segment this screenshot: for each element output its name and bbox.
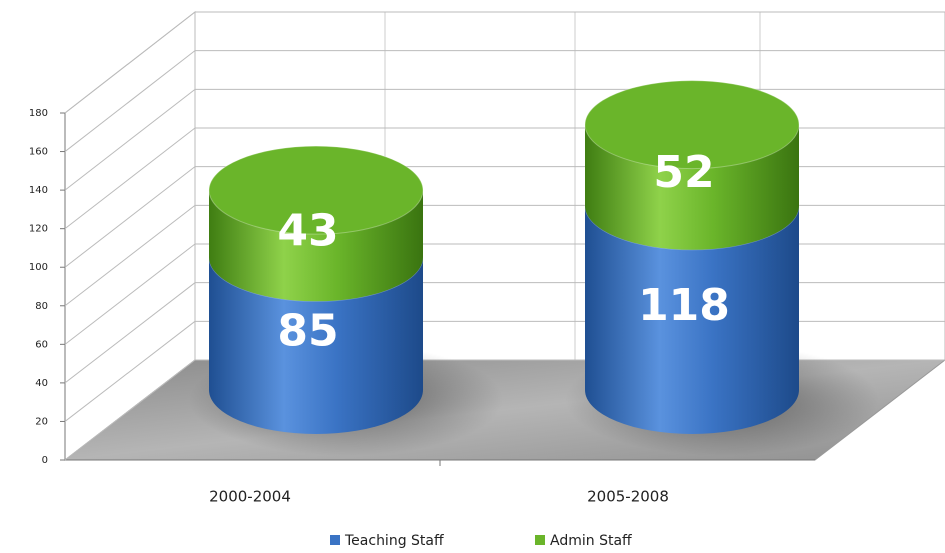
y-tick-label: 160 (29, 147, 48, 158)
grid-line (64, 320, 196, 422)
grid-line (64, 88, 196, 191)
y-tick-label: 80 (35, 301, 48, 312)
segment-top (208, 145, 424, 235)
y-tick-label: 20 (35, 416, 48, 427)
value-label: 43 (277, 206, 338, 257)
x-tick-label: 2005-2008 (587, 488, 669, 506)
value-label: 85 (277, 306, 338, 357)
legend-swatch (330, 535, 340, 545)
grid-line (64, 50, 196, 152)
grid-line (64, 243, 196, 345)
legend-label: Admin Staff (550, 533, 632, 549)
y-tick-label: 0 (42, 455, 48, 466)
y-tick-label: 60 (35, 339, 48, 350)
segment-top (584, 80, 800, 170)
y-tick-label: 140 (29, 185, 48, 196)
grid-line (64, 166, 196, 268)
y-tick-label: 40 (35, 378, 48, 389)
grid-line (64, 127, 196, 230)
grid-line (64, 359, 196, 461)
bar-segment (209, 257, 423, 434)
grid-line (64, 204, 196, 307)
legend-swatch (535, 535, 545, 545)
grid-line (64, 11, 196, 114)
y-tick-label: 180 (29, 108, 48, 119)
x-tick-label: 2000-2004 (209, 488, 291, 506)
bar-segment (585, 205, 799, 434)
value-label: 118 (638, 280, 730, 331)
legend-label: Teaching Staff (344, 533, 444, 549)
y-tick-label: 100 (29, 262, 48, 273)
value-label: 52 (653, 147, 714, 198)
y-tick-label: 120 (29, 224, 48, 235)
grid-line (64, 282, 196, 384)
